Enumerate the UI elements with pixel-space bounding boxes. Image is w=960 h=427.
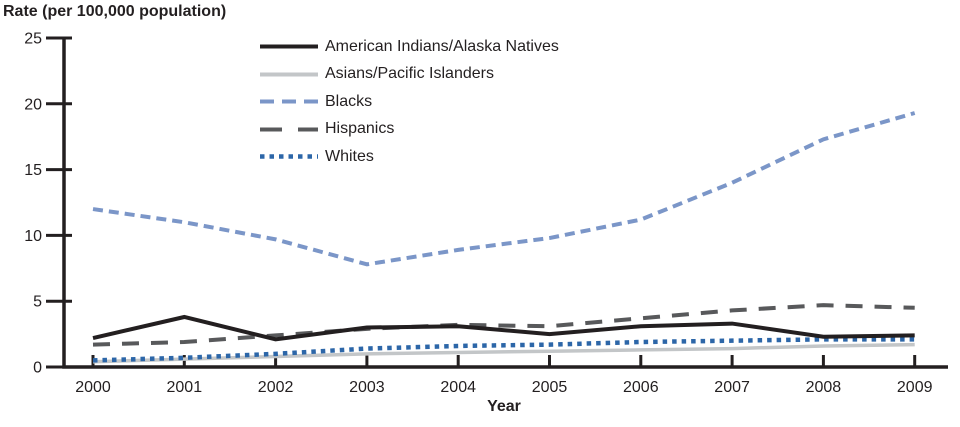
legend-label-blacks: Blacks	[325, 92, 373, 110]
x-tick-label: 2009	[897, 379, 933, 396]
series-line-blacks	[92, 111, 916, 267]
x-tick-label: 2007	[714, 379, 750, 396]
x-tick-label: 2004	[440, 379, 476, 396]
legend-item-blacks: Blacks	[260, 88, 559, 116]
legend: American Indians/Alaska Natives Asians/P…	[260, 33, 559, 171]
x-tick-label: 2008	[806, 379, 842, 396]
x-tick-label: 2000	[75, 379, 111, 396]
legend-swatch-hispanics-icon	[260, 127, 318, 132]
legend-swatch-asians-icon	[260, 72, 318, 77]
legend-label-american-indians: American Indians/Alaska Natives	[325, 37, 559, 55]
x-tick-label: 2003	[349, 379, 385, 396]
x-tick-label: 2001	[167, 379, 203, 396]
x-tick-label: 2002	[258, 379, 294, 396]
legend-swatch-american-indians-icon	[260, 44, 318, 49]
legend-item-hispanics: Hispanics	[260, 116, 559, 144]
legend-label-whites: Whites	[325, 147, 374, 165]
legend-item-asians: Asians/Pacific Islanders	[260, 61, 559, 89]
legend-label-asians: Asians/Pacific Islanders	[325, 65, 494, 83]
y-tick-label: 5	[33, 294, 42, 311]
legend-swatch-whites-icon	[260, 154, 318, 159]
series-line-american-indians	[92, 314, 915, 342]
y-tick-label: 15	[24, 162, 42, 179]
y-tick-label: 10	[24, 228, 42, 245]
y-tick-label: 20	[24, 96, 42, 113]
series-line-hispanics	[92, 303, 915, 347]
y-tick-label: 0	[33, 360, 42, 377]
legend-item-whites: Whites	[260, 143, 559, 171]
legend-item-american-indians: American Indians/Alaska Natives	[260, 33, 559, 61]
legend-label-hispanics: Hispanics	[325, 120, 395, 138]
x-tick-label: 2005	[532, 379, 568, 396]
chart-title: Rate (per 100,000 population)	[3, 3, 227, 20]
legend-swatch-blacks-icon	[260, 99, 318, 104]
y-tick-label: 25	[24, 31, 42, 48]
series-line-whites	[92, 337, 915, 363]
x-axis-title: Year	[487, 398, 521, 415]
x-tick-label: 2006	[623, 379, 659, 396]
